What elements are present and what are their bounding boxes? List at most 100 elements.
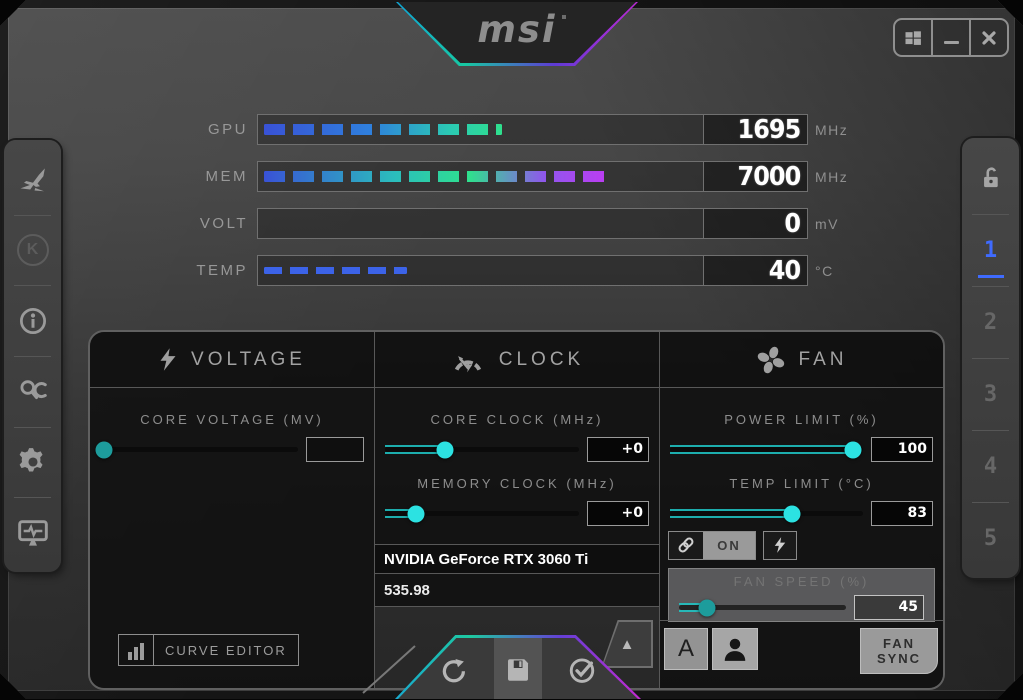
auto-fan-label: A [677, 635, 694, 662]
temperature-bar: 40 [257, 255, 808, 286]
save-button[interactable] [501, 653, 535, 687]
fan-speed-slider-knob[interactable] [699, 599, 716, 616]
profile-3-label: 3 [983, 381, 998, 407]
bar-chart-icon [119, 635, 154, 665]
memory-clock-readout: MEM 7000 MHz [150, 161, 890, 192]
fan-sync-button[interactable]: FAN SYNC [860, 628, 938, 674]
sidebar-item-kombustor[interactable] [4, 144, 61, 215]
core-clock-value[interactable]: +0 [587, 437, 649, 462]
temp-limit-slider-knob[interactable] [783, 505, 800, 522]
close-button[interactable] [969, 20, 1007, 55]
gpu-label: GPU [207, 121, 248, 138]
power-limit-slider[interactable] [670, 437, 863, 461]
reset-button[interactable] [437, 653, 471, 687]
tuning-panel: VOLTAGE CLOCK FAN [88, 330, 945, 690]
user-fan-button[interactable] [712, 628, 758, 670]
fan-section-title: FAN [798, 348, 848, 370]
expand-panel-button[interactable]: ▲ [601, 620, 653, 668]
left-toolbar: K [4, 140, 61, 572]
memory-clock-unit: MHz [815, 169, 849, 185]
minimize-icon [944, 41, 959, 45]
oc-scanner-icon [17, 377, 49, 405]
fan-speed-slider[interactable] [679, 595, 846, 619]
triangle-up-icon: ▲ [619, 635, 635, 653]
sidebar-item-settings[interactable] [4, 427, 61, 498]
profile-slot-4[interactable]: 4 [962, 430, 1019, 502]
voltage-section-body: CORE VOLTAGE (MV) CURVE EDITOR [90, 388, 375, 688]
profile-slot-3[interactable]: 3 [962, 358, 1019, 430]
power-limit-value[interactable]: 100 [871, 437, 933, 462]
voltage-section-title: VOLTAGE [191, 348, 306, 370]
profile-1-label: 1 [983, 237, 998, 263]
fan-section-header: FAN [660, 332, 943, 388]
voltage-section-header: VOLTAGE [90, 332, 375, 388]
memory-clock-value[interactable]: +0 [587, 501, 649, 526]
temp-limit-slider[interactable] [670, 501, 863, 525]
minimize-button[interactable] [931, 20, 969, 55]
fan-section-divider [660, 620, 943, 621]
core-voltage-slider[interactable] [100, 437, 298, 461]
memory-clock-slider-knob[interactable] [408, 505, 425, 522]
core-voltage-value[interactable] [306, 437, 364, 462]
power-temp-link-toggle[interactable]: ON [668, 531, 756, 560]
voltage-value: 0 [784, 208, 800, 239]
fan-speed-value[interactable]: 45 [854, 595, 924, 620]
info-icon [18, 306, 48, 336]
memory-clock-slider[interactable] [385, 501, 579, 525]
logo-inner-plate: msi [398, 2, 636, 63]
link-toggle-state: ON [703, 532, 755, 559]
fan-speed-slider-fill [679, 603, 707, 612]
core-clock-slider-fill [385, 445, 445, 454]
core-clock-slider[interactable] [385, 437, 579, 461]
sidebar-item-information[interactable] [4, 285, 61, 356]
fan-section-body: POWER LIMIT (%) 100 TEMP LIMIT (°C) 83 [660, 388, 943, 688]
memory-clock-bar: 7000 [257, 161, 808, 192]
apply-check-icon [567, 655, 597, 685]
mem-label: MEM [205, 168, 248, 185]
fan-mode-buttons: A FAN SYNC [660, 628, 943, 688]
profile-lock-button[interactable] [962, 142, 1019, 214]
profile-4-label: 4 [983, 453, 998, 479]
profile-slot-5[interactable]: 5 [962, 502, 1019, 574]
boost-bolt-button[interactable] [763, 531, 797, 560]
temp-label: TEMP [196, 262, 248, 279]
chain-link-icon [669, 532, 703, 559]
temperature-readout: TEMP 40 °C [150, 255, 890, 286]
curve-editor-label: CURVE EDITOR [165, 642, 287, 658]
memory-clock-value: 7000 [737, 161, 800, 192]
core-clock-label: CORE CLOCK (MHz) [430, 412, 604, 427]
action-bar [395, 635, 641, 699]
core-voltage-label: CORE VOLTAGE (MV) [140, 412, 324, 427]
unlocked-padlock-icon [978, 165, 1004, 191]
core-voltage-slider-knob[interactable] [95, 441, 112, 458]
gpu-name: NVIDIA GeForce RTX 3060 Ti [375, 544, 659, 574]
profile-slot-2[interactable]: 2 [962, 286, 1019, 358]
temp-limit-slider-fill [670, 509, 792, 518]
close-icon [981, 30, 997, 46]
sidebar-item-kombustor-k[interactable]: K [4, 215, 61, 286]
power-limit-slider-knob[interactable] [845, 441, 862, 458]
driver-version: 535.98 [375, 574, 659, 607]
fan-icon [756, 345, 786, 375]
voltage-readout: VOLT 0 mV [150, 208, 890, 239]
profile-slot-1[interactable]: 1 [962, 214, 1019, 286]
kombustor-k-icon: K [17, 234, 49, 266]
gpu-clock-bar: 1695 [257, 114, 808, 145]
titlebar-logo-plate: msi [396, 2, 638, 66]
windows-logo-button[interactable] [895, 20, 931, 55]
sidebar-item-oc-scanner[interactable] [4, 356, 61, 427]
apply-button[interactable] [565, 653, 599, 687]
memory-clock-bar-fill [264, 171, 606, 182]
sidebar-item-hardware-monitor[interactable] [4, 497, 61, 568]
core-clock-slider-knob[interactable] [437, 441, 454, 458]
auto-fan-button[interactable]: A [664, 628, 708, 670]
fan-speed-panel: FAN SPEED (%) 45 [668, 568, 935, 622]
curve-editor-button[interactable]: CURVE EDITOR [118, 634, 299, 666]
kombustor-jet-icon [16, 164, 50, 194]
clock-section-body: CORE CLOCK (MHz) +0 MEMORY CLOCK (MHz) [375, 388, 660, 688]
fan-sync-label-line2: SYNC [876, 651, 922, 666]
gpu-clock-readout: GPU 1695 MHz [150, 114, 890, 145]
clock-section-header: CLOCK [375, 332, 660, 388]
temp-limit-value[interactable]: 83 [871, 501, 933, 526]
